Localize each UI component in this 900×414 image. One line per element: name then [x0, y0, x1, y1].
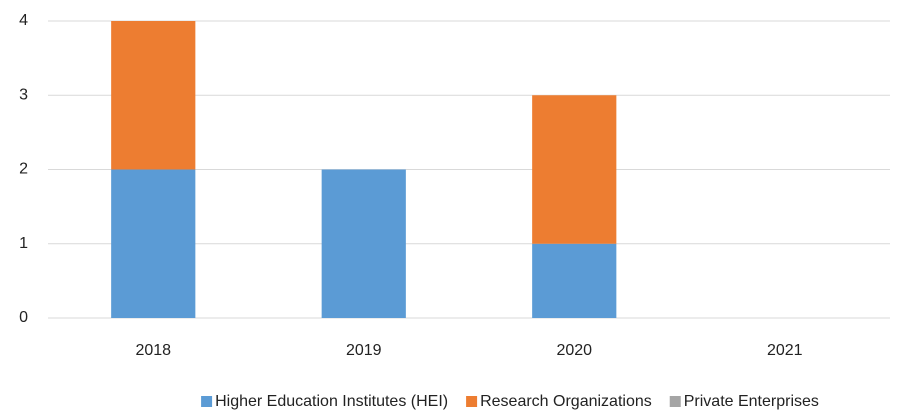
legend-label: Higher Education Institutes (HEI) [215, 393, 448, 410]
legend-swatch [669, 396, 681, 407]
y-tick-label: 0 [19, 309, 28, 326]
y-tick-label: 3 [19, 86, 28, 103]
bar-segment [111, 169, 196, 318]
y-tick-label: 2 [19, 161, 28, 178]
legend-swatch [466, 396, 478, 407]
bar-segment [111, 21, 196, 170]
legend-swatch [201, 396, 213, 407]
x-tick-label: 2020 [556, 342, 592, 359]
bar-segment [532, 95, 617, 244]
x-tick-label: 2019 [346, 342, 382, 359]
legend-item: Higher Education Institutes (HEI) [201, 393, 448, 410]
bar-segment [532, 243, 617, 318]
legend-item: Private Enterprises [669, 393, 819, 410]
legend-label: Private Enterprises [684, 393, 819, 410]
y-tick-label: 1 [19, 235, 28, 252]
legend-item: Research Organizations [466, 393, 652, 410]
legend-label: Research Organizations [480, 393, 652, 410]
bar-segment [321, 169, 406, 318]
x-tick-label: 2018 [135, 342, 171, 359]
y-tick-label: 4 [19, 12, 28, 29]
x-tick-label: 2021 [767, 342, 803, 359]
